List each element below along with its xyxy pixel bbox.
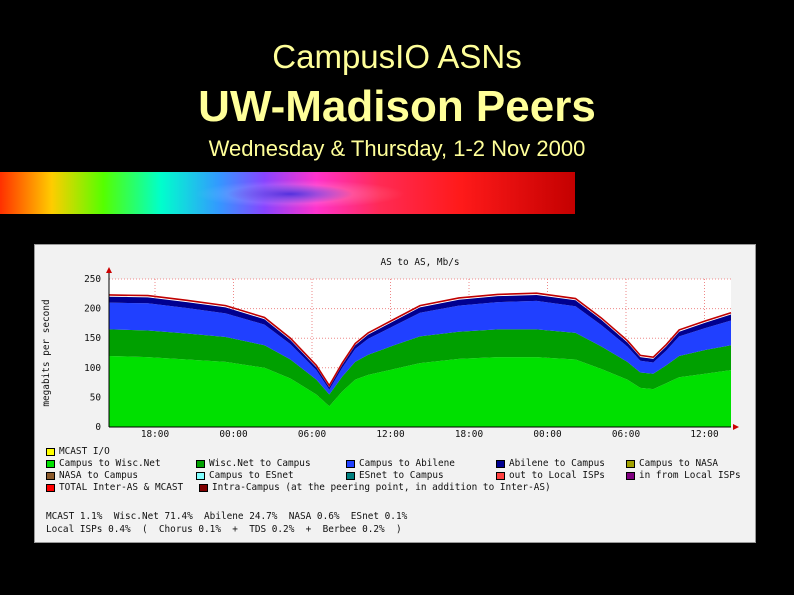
series-area-wisc-net-to-campus [109, 329, 731, 407]
chart-panel: AS to AS, Mb/s megabits per second 0 50 100 1… [34, 244, 756, 543]
chart-stats: MCAST 1.1% Wisc.Net 71.4% Abilene 24.7% … [46, 510, 407, 536]
legend-swatch [346, 460, 355, 468]
legend-swatch [46, 484, 55, 492]
y-axis-label: megabits per second [41, 299, 52, 406]
legend-label: ESnet to Campus [359, 470, 444, 481]
legend-swatch [46, 448, 55, 456]
series-line-total [108, 292, 732, 388]
legend-label: TOTAL Inter-AS & MCAST [59, 482, 184, 493]
legend-swatch [496, 472, 505, 480]
x-axis-arrow [733, 424, 739, 430]
legend-label: Campus to NASA [639, 458, 719, 469]
y-tick-label: 50 [90, 392, 102, 403]
legend-swatch [346, 472, 355, 480]
legend-item: NASA to Campus [46, 470, 138, 481]
legend-item: Campus to NASA [626, 458, 718, 469]
x-tick-label: 18:00 [455, 429, 484, 440]
traffic-chart: AS to AS, Mb/s megabits per second 0 50 100 1… [41, 257, 739, 440]
legend-label: NASA to Campus [59, 470, 139, 481]
legend-label: Wisc.Net to Campus [209, 458, 311, 469]
legend-item: Campus to Abilene [346, 458, 455, 469]
legend-label: Intra-Campus (at the peering point, in a… [212, 482, 551, 493]
legend-item: Campus to Wisc.Net [46, 458, 161, 469]
rainbow-banner [0, 172, 575, 214]
legend-label: Campus to Abilene [359, 458, 455, 469]
y-tick-label: 0 [95, 422, 101, 433]
legend-swatch [196, 460, 205, 468]
x-tick-label: 12:00 [376, 429, 405, 440]
legend-item: Campus to ESnet [196, 470, 294, 481]
legend-swatch [196, 472, 205, 480]
series-area-campus-to-wisc-net [109, 355, 731, 427]
legend-label: in from Local ISPs [639, 470, 741, 481]
y-tick-label: 100 [84, 363, 101, 374]
legend-label: Campus to Wisc.Net [59, 458, 161, 469]
slide-subtitle: Wednesday & Thursday, 1-2 Nov 2000 [208, 136, 586, 161]
legend-item: in from Local ISPs [626, 470, 741, 481]
x-tick-label: 06:00 [612, 429, 641, 440]
legend-swatch [626, 472, 635, 480]
legend-item: ESnet to Campus [346, 470, 444, 481]
legend-item: TOTAL Inter-AS & MCAST [46, 482, 183, 493]
y-tick-label: 200 [84, 304, 101, 315]
legend-swatch [46, 472, 55, 480]
x-tick-label: 00:00 [533, 429, 562, 440]
legend-label: MCAST I/O [59, 446, 110, 457]
y-tick-label: 250 [84, 274, 101, 285]
y-tick-label: 150 [84, 333, 101, 344]
legend-item: Wisc.Net to Campus [196, 458, 311, 469]
legend-swatch [496, 460, 505, 468]
legend-label: Campus to ESnet [209, 470, 294, 481]
chart-title: AS to AS, Mb/s [380, 257, 459, 268]
legend-swatch [199, 484, 208, 492]
series-area-campus-to-abilene [109, 300, 731, 395]
x-tick-label: 06:00 [298, 429, 327, 440]
legend-label: Abilene to Campus [509, 458, 605, 469]
legend-swatch [626, 460, 635, 468]
legend-item: Abilene to Campus [496, 458, 605, 469]
x-tick-label: 00:00 [219, 429, 248, 440]
legend-item: MCAST I/O [46, 446, 110, 457]
slide-title: CampusIO ASNs [272, 38, 522, 75]
stats-line-1: MCAST 1.1% Wisc.Net 71.4% Abilene 24.7% … [46, 511, 408, 522]
legend-item: out to Local ISPs [496, 470, 605, 481]
legend-swatch [46, 460, 55, 468]
series-area-abilene-to-campus [109, 294, 731, 390]
x-tick-label: 12:00 [690, 429, 719, 440]
x-tick-label: 18:00 [141, 429, 170, 440]
legend-label: out to Local ISPs [509, 470, 605, 481]
stats-line-2: Local ISPs 0.4% ( Chorus 0.1% + TDS 0.2%… [46, 524, 402, 535]
slide-heading: UW-Madison Peers [198, 82, 596, 131]
legend-item: Intra-Campus (at the peering point, in a… [199, 482, 551, 493]
y-axis-arrow [106, 267, 112, 273]
